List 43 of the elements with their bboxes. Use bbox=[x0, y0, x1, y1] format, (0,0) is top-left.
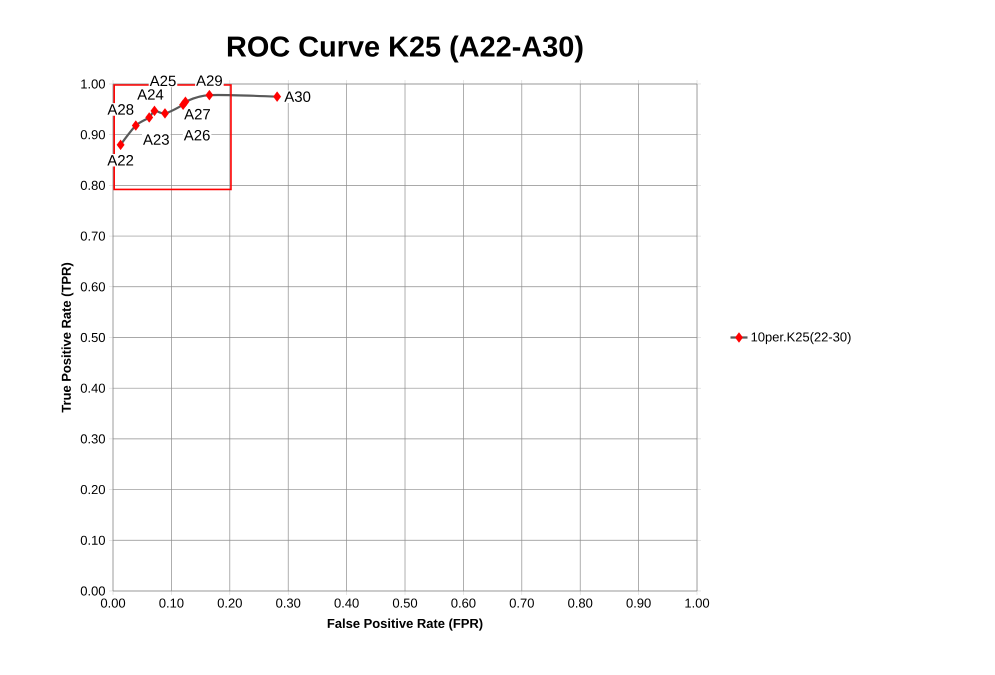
point bbox=[150, 106, 158, 116]
y-tick-label: 0.20 bbox=[80, 484, 105, 494]
x-tick-label: 0.70 bbox=[510, 598, 534, 608]
annotation: A24 bbox=[137, 89, 164, 100]
x-tick-label: 0.80 bbox=[568, 598, 592, 608]
y-tick-label: 0.70 bbox=[80, 231, 105, 241]
y-tick-label: 0.90 bbox=[80, 130, 105, 140]
x-tick-label: 0.60 bbox=[451, 598, 476, 608]
point bbox=[132, 120, 140, 131]
x-axis-title: False Positive Rate (FPR) bbox=[328, 618, 482, 631]
y-tick-label: 1.00 bbox=[81, 79, 105, 89]
y-tick-label: 0.30 bbox=[80, 434, 105, 444]
legend-label: 10per.K25(22-30) bbox=[752, 332, 851, 344]
x-tick-label: 0.30 bbox=[276, 598, 300, 608]
annotation: A22 bbox=[107, 155, 134, 166]
annotation: A25 bbox=[150, 76, 176, 86]
x-tick-label: 0.10 bbox=[159, 598, 184, 608]
x-tick-label: 0.20 bbox=[218, 598, 242, 608]
point bbox=[181, 96, 190, 107]
annotation: A27 bbox=[184, 108, 210, 120]
y-tick-label: 0.50 bbox=[80, 332, 105, 342]
x-tick-label: 1.00 bbox=[685, 598, 710, 608]
point bbox=[116, 140, 125, 150]
x-tick-label: 0.40 bbox=[334, 598, 359, 608]
annotation: A28 bbox=[107, 104, 134, 115]
y-axis-title: True Positive Rate (TPR) bbox=[61, 262, 74, 413]
y-tick-label: 0.10 bbox=[80, 536, 105, 545]
annotation: A23 bbox=[143, 134, 169, 145]
annotation: A26 bbox=[184, 130, 210, 141]
x-tick-label: 0.00 bbox=[100, 598, 126, 608]
annotation: A30 bbox=[284, 91, 310, 102]
point bbox=[205, 90, 214, 100]
x-tick-label: 0.50 bbox=[392, 598, 418, 608]
y-tick-label: 0.40 bbox=[80, 384, 105, 393]
point bbox=[145, 112, 154, 123]
chart-title: ROC Curve K25 (A22-A30) bbox=[228, 36, 583, 62]
point bbox=[273, 91, 282, 102]
y-tick-label: 0.00 bbox=[80, 586, 105, 596]
annotation: A29 bbox=[196, 75, 222, 86]
point bbox=[161, 108, 169, 119]
x-tick-label: 0.90 bbox=[626, 598, 651, 608]
y-tick-label: 0.60 bbox=[80, 282, 105, 292]
y-tick-label: 0.80 bbox=[80, 180, 105, 190]
